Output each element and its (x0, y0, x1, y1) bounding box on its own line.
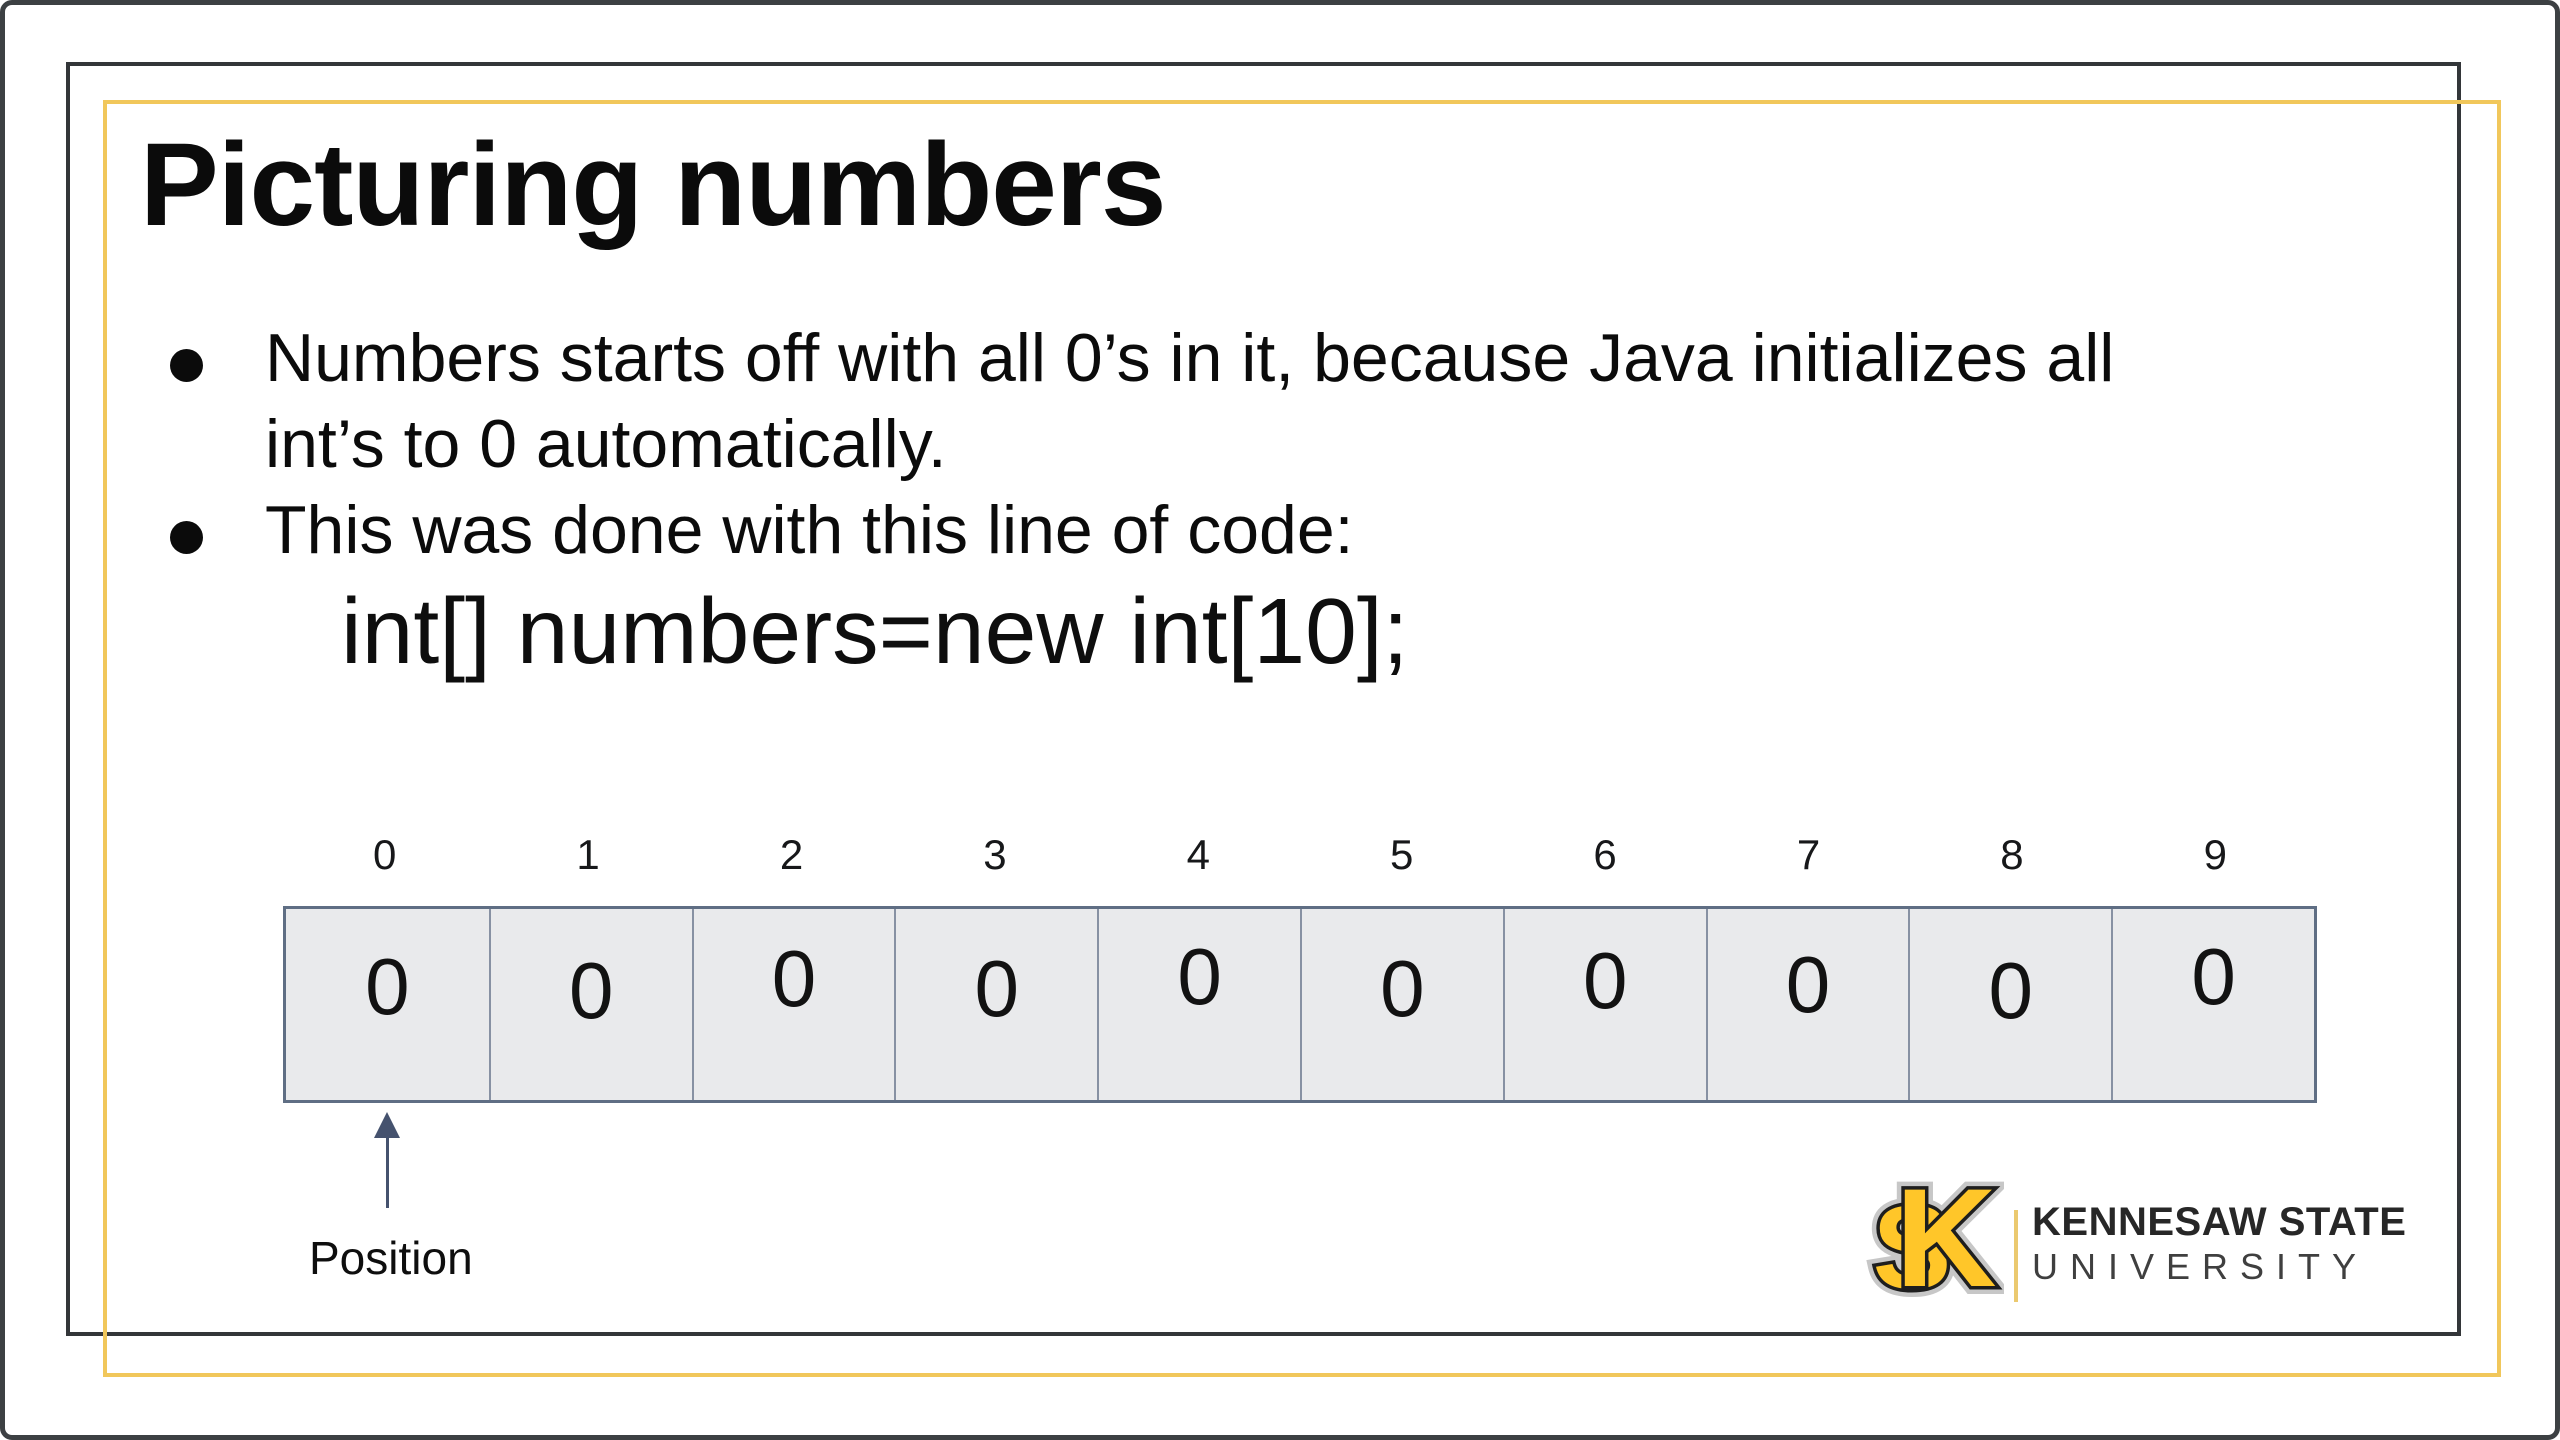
ksu-wordmark: KENNESAW STATE UNIVERSITY (2032, 1200, 2406, 1287)
ksu-divider (2014, 1210, 2018, 1302)
ksu-logo: S K S K KENNESAW STATE UNIVERSITY (1862, 1170, 2406, 1312)
page-title: Picturing numbers (140, 119, 1166, 251)
svg-text:K: K (1895, 1170, 1996, 1312)
array-cell: 0 (1908, 909, 2111, 1100)
array-cell: 0 (1097, 909, 1300, 1100)
array-index-row: 0 1 2 3 4 5 6 7 8 9 (283, 832, 2317, 878)
cell-value: 0 (1380, 943, 1425, 1033)
array-index-label: 4 (1186, 831, 1210, 878)
array-index-label: 8 (2000, 831, 2024, 878)
array-index-label: 3 (983, 831, 1007, 878)
svg-text:K: K (1895, 1170, 1996, 1312)
array-cell: 0 (1300, 909, 1503, 1100)
bullet-dot-icon (170, 349, 203, 382)
ksu-monogram-icon: S K S K (1865, 1170, 2004, 1312)
array-index-label: 0 (373, 831, 397, 878)
array-cell: 0 (1502, 909, 1706, 1100)
array-cell: 0 (488, 909, 692, 1100)
bullet-dot-icon (170, 521, 203, 554)
array-cell: 0 (2111, 909, 2314, 1100)
arrow-head (374, 1112, 400, 1138)
ksu-university: UNIVERSITY (2032, 1246, 2369, 1287)
cell-value: 0 (2191, 931, 2236, 1021)
bullet-line: Numbers starts off with all 0’s in it, b… (265, 320, 2115, 396)
array-cell: 0 (894, 909, 1097, 1100)
bullet-line: int’s to 0 automatically. (265, 406, 947, 482)
array-cell: 0 (691, 909, 895, 1100)
code-snippet: int[] numbers=new int[10]; (341, 579, 1409, 683)
cell-value: 0 (1582, 935, 1628, 1025)
position-label: Position (309, 1232, 473, 1284)
array-index-label: 5 (1390, 831, 1414, 878)
ksu-name: KENNESAW STATE (2032, 1200, 2407, 1244)
up-arrow-icon (374, 1112, 400, 1208)
monogram-halo: S (1873, 1182, 1952, 1312)
array-index-label: 2 (779, 831, 804, 878)
array-index-label: 7 (1796, 831, 1821, 878)
array-cell: 0 (1705, 909, 1909, 1100)
bullet-text: Numbers starts off with all 0’s in it, b… (265, 315, 2114, 487)
array-index-label: 1 (576, 831, 600, 878)
cell-value: 0 (365, 941, 410, 1031)
array-index-label: 9 (2203, 831, 2227, 878)
bullet-item: Numbers starts off with all 0’s in it, b… (170, 315, 2114, 487)
bullet-text: This was done with this line of code: (265, 487, 1354, 573)
svg-text:S: S (1873, 1182, 1952, 1312)
gold-border (103, 100, 2501, 1377)
bullet-line: This was done with this line of code: (265, 492, 1354, 568)
array-index-label: 6 (1593, 831, 1617, 878)
bullet-list: Numbers starts off with all 0’s in it, b… (170, 315, 2114, 573)
bullet-item: This was done with this line of code: (170, 487, 2114, 573)
cell-value: 0 (974, 943, 1020, 1033)
cell-value: 0 (771, 933, 817, 1023)
array-cell: 0 (286, 909, 489, 1100)
cell-value: 0 (1988, 945, 2034, 1035)
cell-value: 0 (568, 945, 614, 1035)
array-cells: 0 0 0 0 0 0 0 0 0 0 (283, 906, 2317, 1103)
array-diagram: 0 1 2 3 4 5 6 7 8 9 0 0 0 0 0 0 0 0 0 0 (283, 832, 2317, 1103)
cell-value: 0 (1785, 939, 1831, 1029)
inner-black-border (66, 62, 2461, 1336)
arrow-stem (385, 1138, 389, 1208)
cell-value: 0 (1177, 931, 1222, 1021)
